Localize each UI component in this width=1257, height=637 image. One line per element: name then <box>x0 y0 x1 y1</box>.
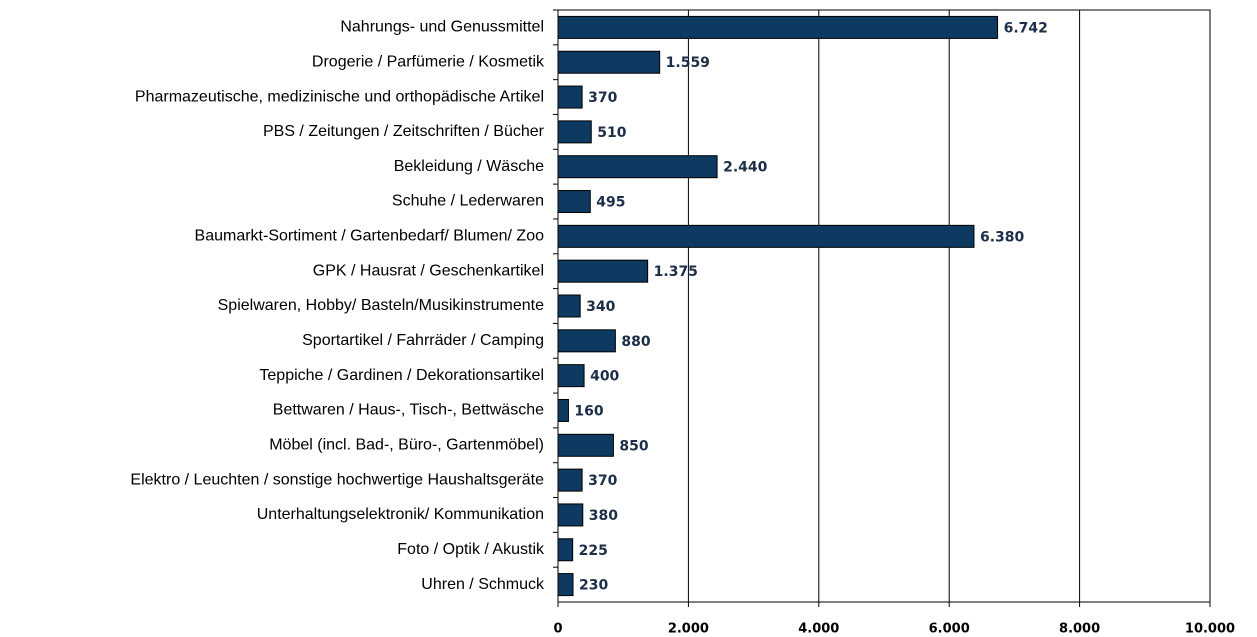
y-tick-label: Schuhe / Lederwaren <box>392 193 544 210</box>
bar <box>557 155 718 179</box>
bar <box>557 15 999 39</box>
value-label: 225 <box>579 543 608 559</box>
y-tick-label: Pharmazeutische, medizinische und orthop… <box>135 88 544 105</box>
bar <box>557 364 585 388</box>
bar <box>557 398 569 422</box>
value-label: 6.380 <box>980 229 1025 245</box>
y-tick-label: Unterhaltungselektronik/ Kommunikation <box>257 506 544 523</box>
y-tick-label: Foto / Optik / Akustik <box>397 541 545 558</box>
value-label: 370 <box>588 473 617 489</box>
y-tick-label: Teppiche / Gardinen / Dekorationsartikel <box>259 367 544 384</box>
x-tick-label: 6.000 <box>929 622 970 637</box>
bar <box>557 468 583 492</box>
bar <box>557 259 649 283</box>
bar <box>557 433 614 457</box>
value-label: 850 <box>619 438 648 454</box>
bar <box>557 224 975 248</box>
value-label: 1.375 <box>654 264 698 280</box>
value-label: 880 <box>621 334 650 350</box>
value-label: 2.440 <box>723 160 768 176</box>
value-label: 230 <box>579 578 608 594</box>
plot-border <box>557 9 1211 603</box>
y-tick-label: Spielwaren, Hobby/ Basteln/Musikinstrume… <box>218 297 544 314</box>
y-tick-label: Elektro / Leuchten / sonstige hochwertig… <box>130 471 544 488</box>
x-tick-label: 2.000 <box>668 622 709 637</box>
bar <box>557 294 581 318</box>
value-label: 340 <box>586 299 615 315</box>
value-label: 160 <box>574 403 603 419</box>
bar <box>557 329 616 353</box>
y-tick-label: Bettwaren / Haus-, Tisch-, Bettwäsche <box>273 402 544 419</box>
bar <box>557 85 583 109</box>
value-label: 380 <box>589 508 618 524</box>
bar <box>557 120 592 144</box>
y-tick-label: Möbel (incl. Bad-, Büro-, Gartenmöbel) <box>269 437 544 454</box>
y-tick-label: Baumarkt-Sortiment / Gartenbedarf/ Blume… <box>195 228 545 245</box>
y-tick-label: Uhren / Schmuck <box>421 576 545 593</box>
x-tick-label: 10.000 <box>1185 622 1235 637</box>
x-tick-label: 0 <box>553 622 562 637</box>
x-tick-label: 8.000 <box>1059 622 1100 637</box>
y-tick-label: Sportartikel / Fahrräder / Camping <box>302 332 544 349</box>
value-label: 1.559 <box>666 55 710 71</box>
value-label: 495 <box>596 195 625 211</box>
y-tick-label: Nahrungs- und Genussmittel <box>340 19 544 36</box>
bar <box>557 190 591 214</box>
value-label: 400 <box>590 369 619 385</box>
bar <box>557 503 584 527</box>
bar <box>557 50 661 74</box>
y-tick-label: PBS / Zeitungen / Zeitschriften / Bücher <box>263 123 545 140</box>
value-label: 510 <box>597 125 626 141</box>
value-label: 6.742 <box>1004 20 1048 36</box>
value-label: 370 <box>588 90 617 106</box>
bar <box>557 573 574 597</box>
y-tick-label: GPK / Hausrat / Geschenkartikel <box>313 262 544 279</box>
y-tick-label: Drogerie / Parfümerie / Kosmetik <box>312 53 545 70</box>
bar <box>557 538 574 562</box>
x-tick-label: 4.000 <box>798 622 839 637</box>
y-tick-label: Bekleidung / Wäsche <box>394 158 544 175</box>
